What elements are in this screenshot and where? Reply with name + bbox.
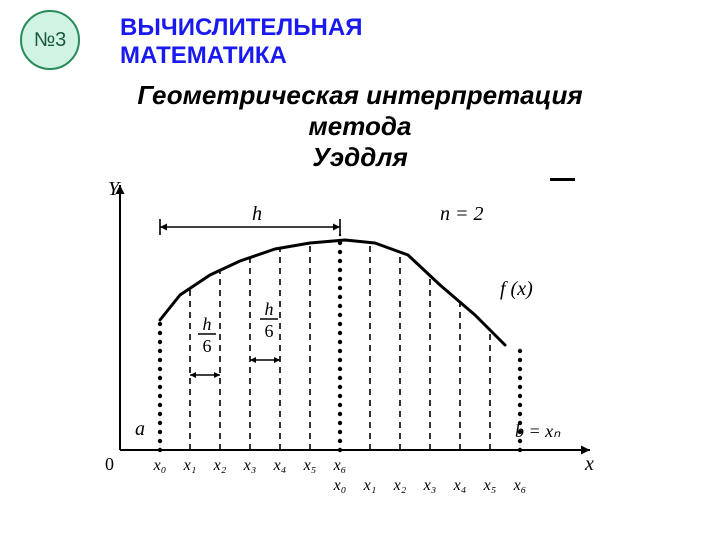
- svg-text:f (x): f (x): [500, 278, 533, 300]
- course-title: ВЫЧИСЛИТЕЛЬНАЯ МАТЕМАТИКА: [120, 14, 362, 69]
- svg-text:Y: Y: [108, 178, 121, 200]
- svg-text:x₆: x₆: [333, 457, 347, 474]
- svg-text:x₀: x₀: [333, 477, 347, 494]
- svg-text:x₄: x₄: [273, 457, 287, 474]
- svg-text:h: h: [203, 314, 212, 334]
- svg-text:x₁: x₁: [363, 477, 377, 494]
- weddle-diagram: Yx0ab = xₙf (x)n = 2x₀x₁x₂x₃x₄x₅x₆x₀x₁x₂…: [80, 175, 640, 505]
- svg-text:x₂: x₂: [393, 477, 407, 494]
- svg-text:a: a: [135, 418, 145, 440]
- svg-text:x₅: x₅: [303, 457, 317, 474]
- svg-text:x: x: [584, 453, 594, 475]
- course-title-line1: ВЫЧИСЛИТЕЛЬНАЯ: [120, 14, 362, 42]
- slide-number: №3: [34, 29, 67, 52]
- svg-text:x₅: x₅: [483, 477, 497, 494]
- svg-text:x₄: x₄: [453, 477, 467, 494]
- svg-text:x₃: x₃: [243, 457, 257, 474]
- subtitle-line1: Геометрическая интерпретация: [100, 80, 620, 111]
- svg-text:6: 6: [265, 321, 274, 341]
- svg-text:n = 2: n = 2: [440, 203, 484, 225]
- svg-text:6: 6: [203, 336, 212, 356]
- subtitle-line2: метода: [100, 111, 620, 142]
- svg-text:x₀: x₀: [153, 457, 167, 474]
- course-title-line2: МАТЕМАТИКА: [120, 42, 362, 70]
- subtitle-line3: Уэддля: [100, 142, 620, 173]
- svg-text:h: h: [265, 299, 274, 319]
- slide-number-badge: №3: [20, 10, 80, 70]
- svg-text:x₂: x₂: [213, 457, 227, 474]
- svg-text:x₃: x₃: [423, 477, 437, 494]
- slide-subtitle: Геометрическая интерпретация метода Уэдд…: [100, 80, 620, 174]
- svg-text:h: h: [252, 203, 262, 225]
- svg-text:x₆: x₆: [513, 477, 527, 494]
- svg-text:0: 0: [105, 454, 114, 474]
- svg-text:x₁: x₁: [183, 457, 197, 474]
